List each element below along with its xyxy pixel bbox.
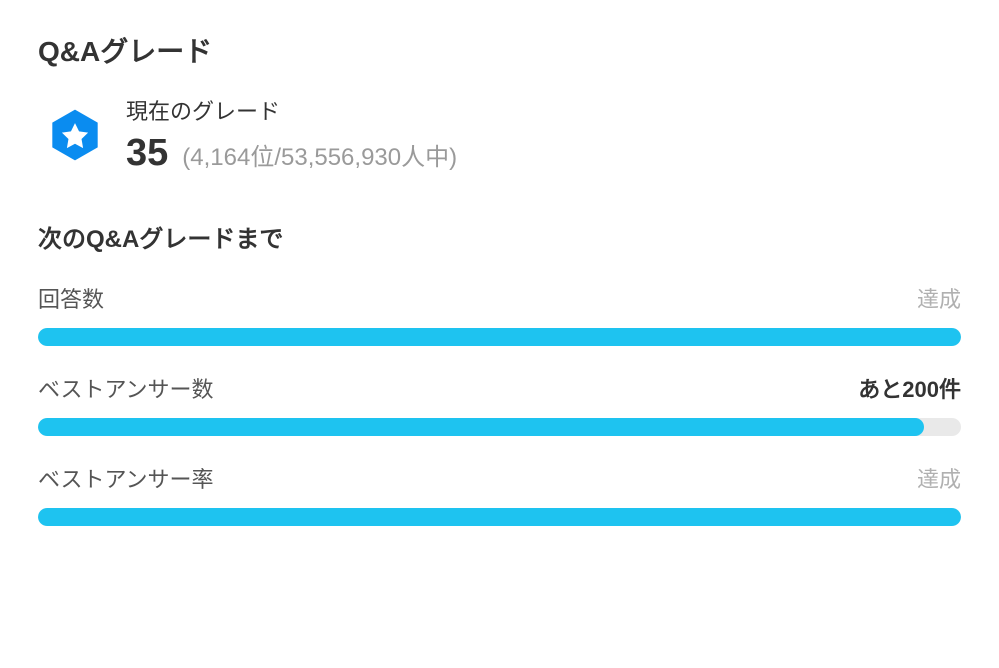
- progress-label: 回答数: [38, 282, 104, 314]
- progress-bar: [38, 418, 961, 436]
- grade-number: 35: [126, 132, 168, 175]
- grade-info: 現在のグレード 35 (4,164位/53,556,930人中): [126, 94, 457, 175]
- grade-badge-icon: [48, 108, 102, 162]
- progress-list: 回答数達成ベストアンサー数あと200件ベストアンサー率達成: [38, 282, 961, 526]
- progress-header: ベストアンサー数 あと200件: [38, 372, 961, 404]
- grade-section-title: Q&Aグレード: [38, 30, 961, 70]
- next-grade-title: 次のQ&Aグレードまで: [38, 219, 961, 254]
- grade-rank: (4,164位/53,556,930人中): [182, 137, 457, 172]
- progress-status: 達成: [917, 282, 961, 314]
- progress-status: 達成: [917, 462, 961, 494]
- progress-fill: [38, 508, 961, 526]
- current-grade-label: 現在のグレード: [126, 94, 457, 126]
- progress-status: あと200件: [858, 372, 961, 404]
- progress-label: ベストアンサー率: [38, 462, 214, 494]
- progress-item: 回答数 達成: [38, 282, 961, 346]
- progress-fill: [38, 418, 924, 436]
- progress-label: ベストアンサー数: [38, 372, 214, 404]
- progress-item: ベストアンサー率 達成: [38, 462, 961, 526]
- progress-item: ベストアンサー数 あと200件: [38, 372, 961, 436]
- current-grade-row: 現在のグレード 35 (4,164位/53,556,930人中): [38, 94, 961, 175]
- progress-fill: [38, 328, 961, 346]
- progress-bar: [38, 508, 961, 526]
- progress-header: ベストアンサー率 達成: [38, 462, 961, 494]
- grade-value-row: 35 (4,164位/53,556,930人中): [126, 132, 457, 175]
- progress-header: 回答数 達成: [38, 282, 961, 314]
- progress-bar: [38, 328, 961, 346]
